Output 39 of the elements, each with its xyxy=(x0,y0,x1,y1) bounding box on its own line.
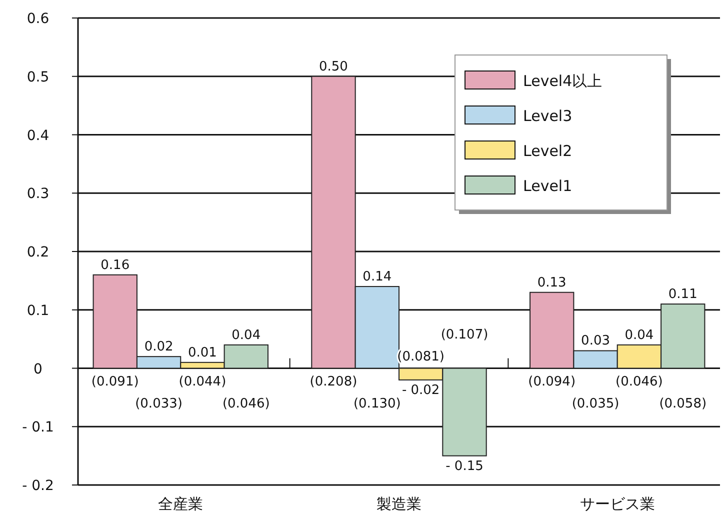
x-tick-label: 全産業 xyxy=(158,495,204,513)
data-label: 0.04 xyxy=(232,328,261,343)
legend-label: Level2 xyxy=(523,142,572,160)
x-tick-label: サービス業 xyxy=(580,495,655,513)
data-label: 0.13 xyxy=(537,275,566,290)
y-tick-label: 0.2 xyxy=(26,244,50,260)
data-label: 0.01 xyxy=(188,345,217,360)
annotation: (0.094) xyxy=(528,374,576,390)
y-tick-label: 0.1 xyxy=(26,302,50,319)
annotation: (0.091) xyxy=(91,374,139,390)
annotation: (0.130) xyxy=(353,396,401,412)
annotation: (0.046) xyxy=(616,374,663,390)
annotation: (0.208) xyxy=(310,374,358,390)
x-tick-label: 製造業 xyxy=(376,495,422,513)
y-tick-label: 0.6 xyxy=(26,11,50,27)
data-label: 0.14 xyxy=(362,270,392,285)
annotation: (0.058) xyxy=(659,396,707,412)
legend-label: Level3 xyxy=(523,107,572,125)
legend-label: Level1 xyxy=(523,177,572,195)
y-tick-label: 0 xyxy=(34,361,42,378)
annotation: (0.046) xyxy=(222,396,270,412)
annotation: (0.033) xyxy=(135,396,182,412)
legend-label: Level4以上 xyxy=(523,72,602,90)
annotation: (0.035) xyxy=(572,396,620,412)
y-tick-label: - 0.2 xyxy=(22,478,54,494)
data-label: - 0.15 xyxy=(446,458,484,474)
data-label: 0.11 xyxy=(668,287,698,302)
y-tick-label: 0.4 xyxy=(26,128,50,144)
annotation: (0.107) xyxy=(440,327,488,342)
data-label: 0.03 xyxy=(581,334,610,349)
data-label: 0.16 xyxy=(100,258,130,273)
y-tick-label: 0.3 xyxy=(26,186,50,202)
data-label: 0.04 xyxy=(624,328,654,343)
data-label: 0.50 xyxy=(319,59,348,74)
y-tick-label: 0.5 xyxy=(26,69,50,86)
annotation: (0.044) xyxy=(178,374,226,390)
data-label: 0.02 xyxy=(144,340,174,355)
y-tick-label: - 0.1 xyxy=(22,420,54,436)
data-label: - 0.02 xyxy=(402,382,440,398)
